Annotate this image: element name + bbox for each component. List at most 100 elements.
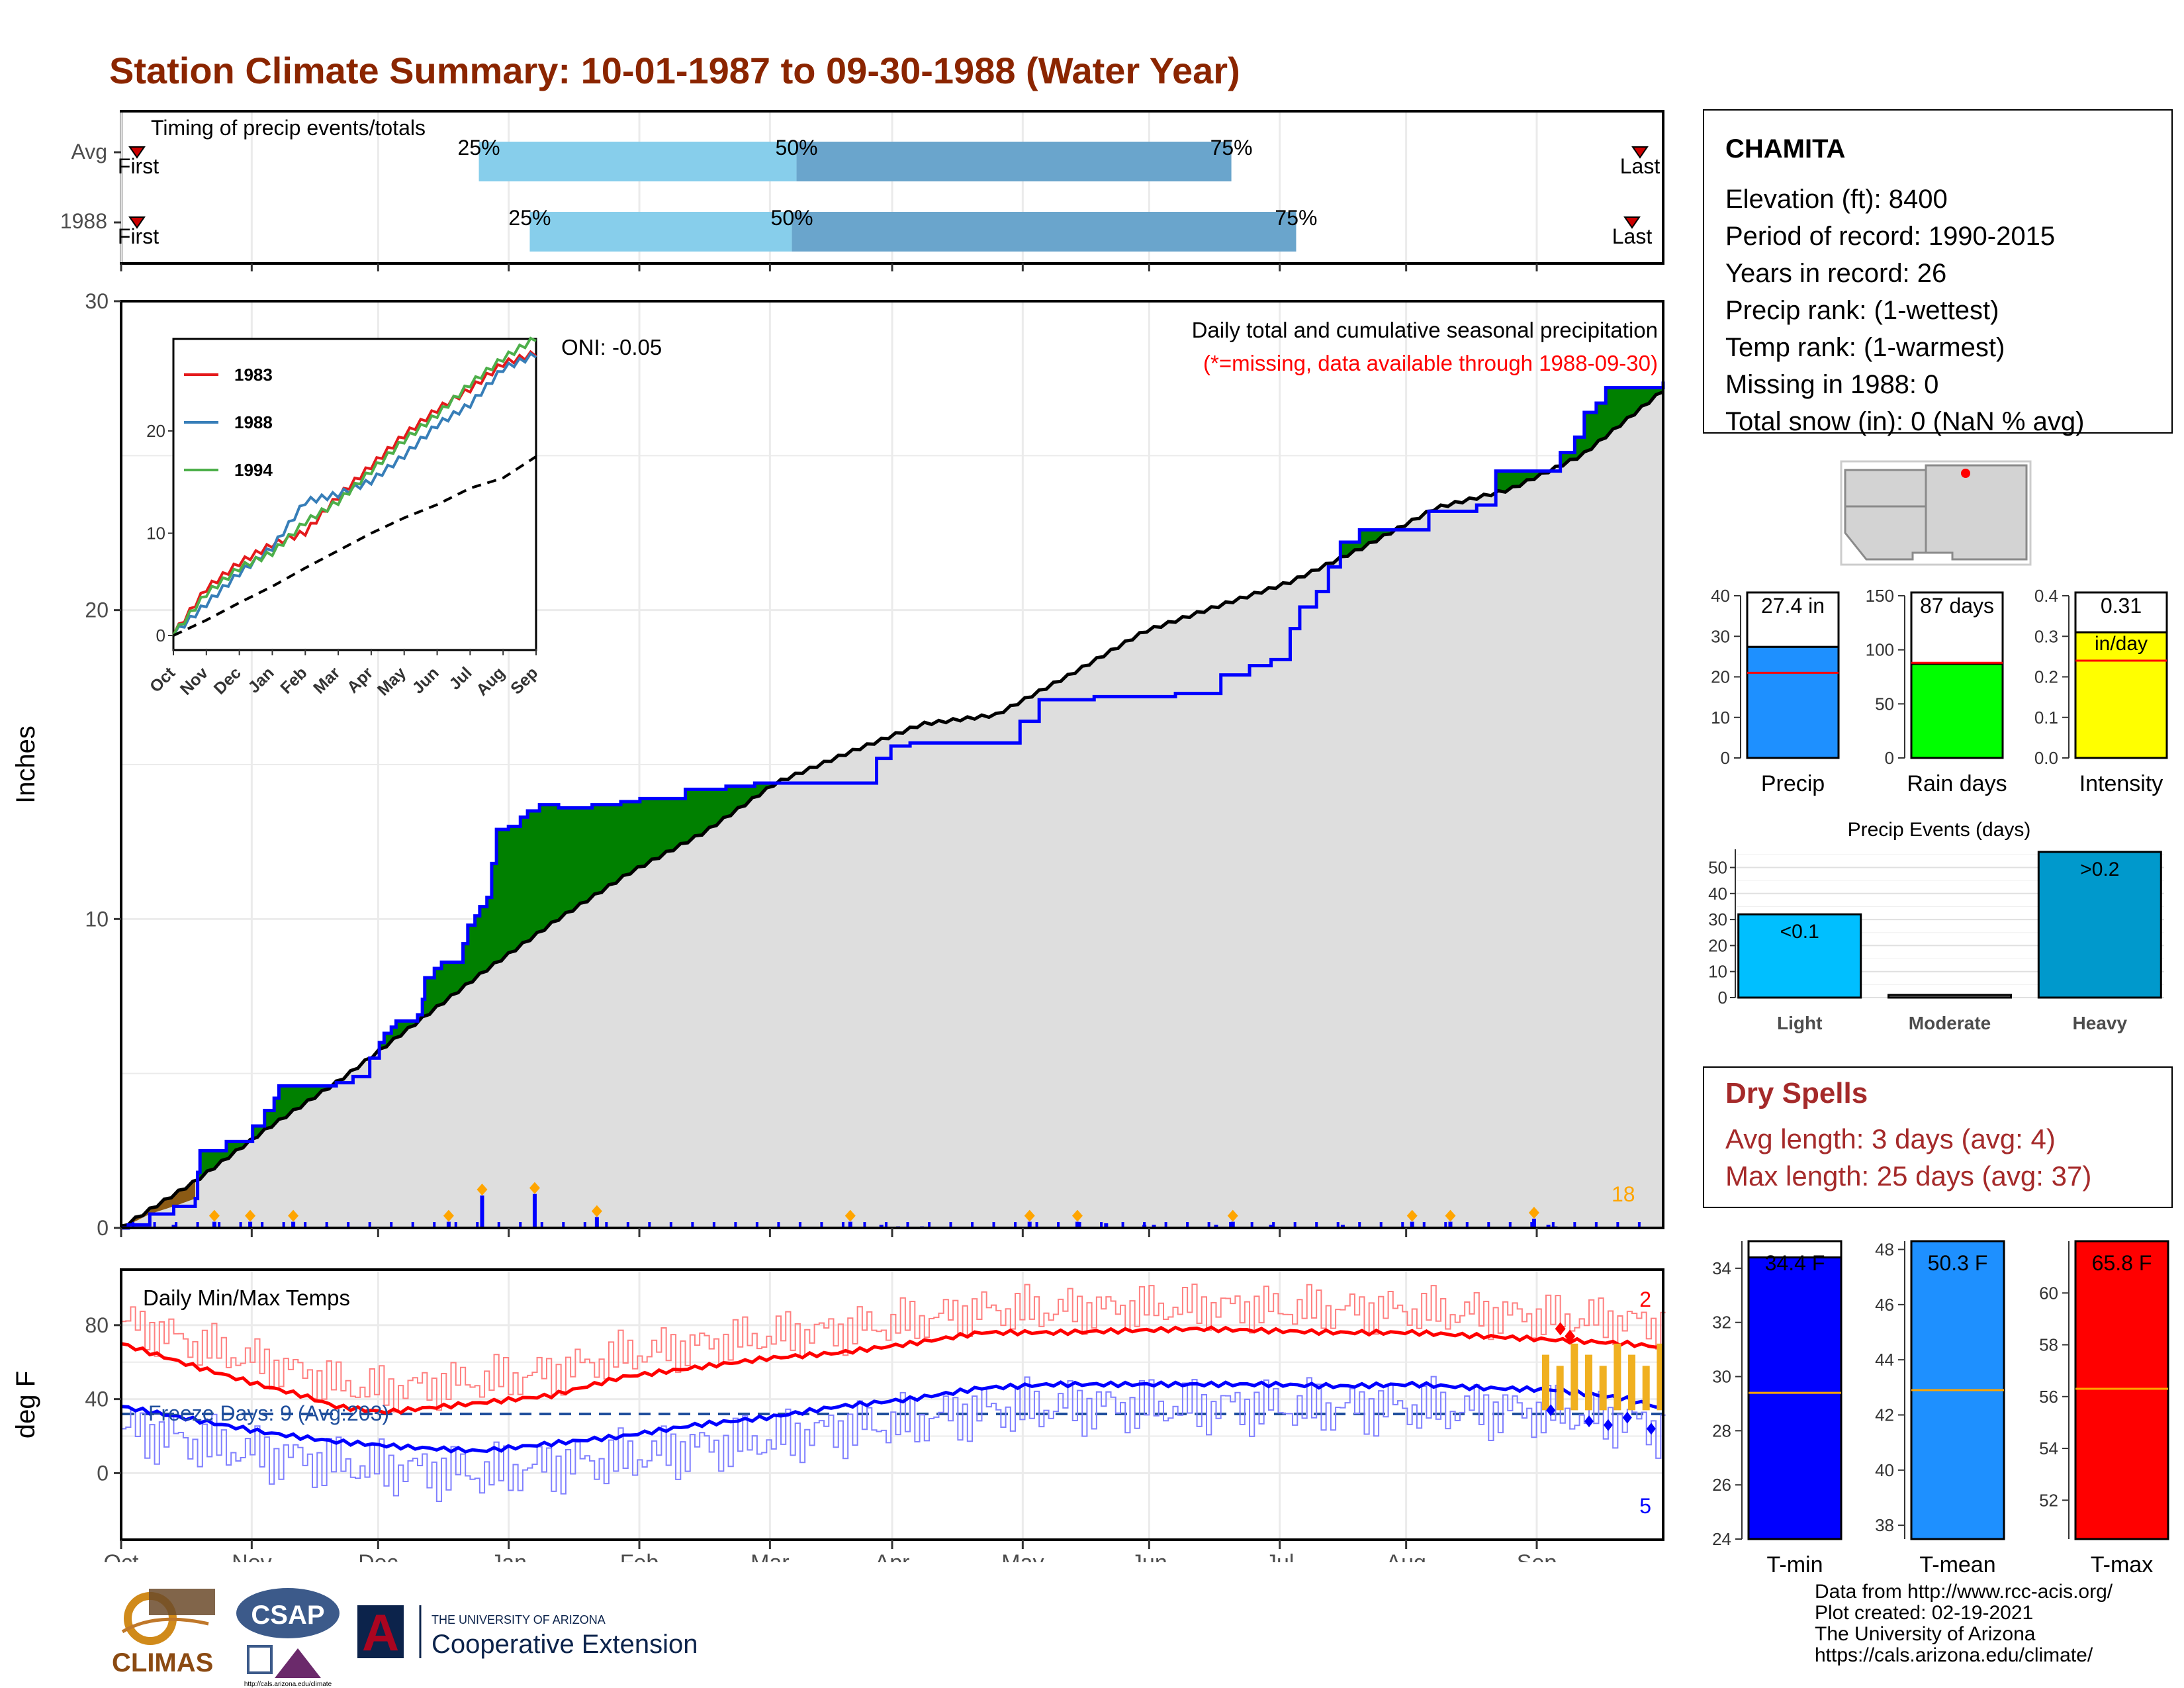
csap-logo: CSAP http://cals.arizona.edu/climate: [236, 1588, 340, 1688]
temp-bar-ytick-label: 24: [1712, 1529, 1731, 1549]
event-bar: [594, 1217, 599, 1228]
event-blip: [863, 1222, 866, 1228]
temp-label-tmean: T-mean: [1919, 1552, 1995, 1577]
small-bar-ytick-label: 0.3: [2034, 626, 2058, 646]
event-blip: [282, 1222, 285, 1228]
ua-line2: Cooperative Extension: [432, 1630, 698, 1659]
event-count: 18: [1612, 1182, 1635, 1206]
summary-label-raindays: Rain days: [1907, 771, 2007, 796]
event-blip: [1465, 1222, 1469, 1228]
event-blip: [1336, 1222, 1340, 1228]
month-label: Jan: [490, 1550, 527, 1562]
temp-bar-ytick-label: 44: [1875, 1350, 1894, 1370]
small-bar-ytick-label: 0.1: [2034, 708, 2058, 727]
event-bar: [248, 1221, 253, 1228]
events-bar-heavy: [2037, 851, 2162, 999]
temp-ytick-label: 40: [85, 1387, 109, 1411]
event-bar: [1152, 1225, 1156, 1228]
event-blip: [1207, 1222, 1210, 1228]
small-bar-ytick-label: 0: [1885, 748, 1894, 768]
small-bar-ytick-label: 150: [1866, 586, 1894, 606]
daily-event-bars: [132, 1182, 1641, 1228]
temp-bar-ytick-label: 28: [1712, 1421, 1731, 1440]
summary-value-precip: 27.4 in: [1761, 594, 1825, 618]
main-precip-chart: 0 10 20 30 Daily total and cumulative seaso…: [11, 289, 1665, 1240]
event-blip: [669, 1222, 672, 1228]
event-blip: [196, 1222, 199, 1228]
temp-bar-ytick-label: 40: [1875, 1460, 1894, 1480]
temp-bar-tmin: [1747, 1256, 1843, 1540]
temp-label-tmax: T-max: [2091, 1552, 2153, 1577]
temp-anomaly-bar: [1556, 1366, 1564, 1411]
event-blip: [1078, 1222, 1081, 1228]
event-bar: [171, 1225, 176, 1228]
event-blip: [777, 1222, 780, 1228]
station-elevation: Elevation (ft): 8400: [1725, 185, 1948, 214]
inset-legend-label: 1994: [234, 460, 273, 480]
climas-text: CLIMAS: [112, 1648, 213, 1677]
event-bar: [1214, 1225, 1218, 1228]
inset-frame: [172, 338, 537, 651]
tmin-daily-trace: [121, 1376, 1666, 1503]
month-label: Jul: [1265, 1550, 1294, 1562]
event-blip: [1444, 1222, 1447, 1228]
event-bar: [1104, 1223, 1109, 1228]
tmin-record-marker: [1646, 1423, 1656, 1435]
small-bar-ytick-label: 20: [1711, 667, 1730, 687]
inset-legend-label: 1983: [234, 365, 273, 385]
inset-ytick-label: 20: [146, 421, 165, 441]
last-label: Last: [1620, 154, 1661, 178]
temp-label-tmin: T-min: [1767, 1552, 1823, 1577]
event-blip: [1014, 1222, 1017, 1228]
inset-series-line: [172, 336, 537, 636]
temp-value-tmean: 50.3 F: [1928, 1251, 1988, 1275]
temp-value-tmax: 65.8 F: [2092, 1251, 2152, 1275]
event-blip: [1487, 1222, 1490, 1228]
temp-x-axis: Oct Nov Dec Jan Feb Mar Apr May Jun Jul Aug Sep: [104, 1540, 1557, 1562]
event-marker: [844, 1209, 856, 1222]
month-label: Sep: [1517, 1550, 1557, 1562]
event-bar: [1075, 1221, 1079, 1228]
logos: CLIMAS CSAP http://cals.arizona.edu/clim…: [112, 1588, 698, 1688]
main-ytick-label: 0: [97, 1216, 109, 1240]
main-ytick-label: 10: [85, 907, 109, 931]
station-precip-rank: Precip rank: (1-wettest): [1725, 296, 1999, 325]
summary-bar-box-precip: [1746, 591, 1840, 648]
temp-bar-ytick-label: 60: [2039, 1283, 2058, 1303]
month-label: Nov: [232, 1550, 271, 1562]
temp-ytick-label: 0: [97, 1461, 109, 1485]
events-bar-moderate: [1888, 994, 2012, 999]
summary-bar-box-raindays: [1910, 591, 2004, 665]
dry-spells-title: Dry Spells: [1725, 1077, 1868, 1109]
temp-bar-ytick-label: 30: [1712, 1367, 1731, 1387]
temp-bar-ytick-label: 42: [1875, 1405, 1894, 1425]
inset-series-line: [173, 455, 537, 637]
station-missing: Missing in 1988: 0: [1725, 370, 1939, 399]
events-ytick-label: 0: [1718, 988, 1727, 1008]
event-blip: [153, 1222, 156, 1228]
tmax-count: 2: [1639, 1288, 1651, 1311]
temp-anomaly-bar: [1541, 1354, 1549, 1411]
month-label: Jun: [1131, 1550, 1167, 1562]
summary-label-precip: Precip: [1761, 771, 1825, 796]
csap-text: CSAP: [251, 1601, 324, 1630]
dry-avg-length: Avg length: 3 days (avg: 4): [1725, 1123, 2056, 1154]
main-ytick-label: 30: [85, 289, 109, 313]
event-bar: [446, 1221, 451, 1228]
event-blip: [712, 1222, 715, 1228]
main-subtitle: Daily total and cumulative seasonal prec…: [1192, 318, 1658, 342]
precip-summary-bars: 0 10 20 30 40 27.4 in Precip 0 50 100 150 87 days Ra…: [1711, 586, 2168, 796]
event-blip: [1100, 1222, 1103, 1228]
timing-p50-label: 50%: [771, 206, 813, 230]
ua-mark: A: [362, 1603, 399, 1662]
event-blip: [734, 1222, 737, 1228]
event-marker: [477, 1184, 488, 1196]
events-ytick-label: 50: [1708, 858, 1727, 878]
event-blip: [906, 1222, 909, 1228]
timing-rows: 25% 50% 75% First Last 25% 50% 75% First Last: [114, 136, 1660, 252]
event-bar: [532, 1194, 537, 1228]
last-label: Last: [1612, 224, 1653, 248]
month-label: May: [1001, 1550, 1044, 1562]
event-blip: [1422, 1222, 1426, 1228]
credit-plot-created: Plot created: 02-19-2021: [1815, 1602, 2034, 1624]
